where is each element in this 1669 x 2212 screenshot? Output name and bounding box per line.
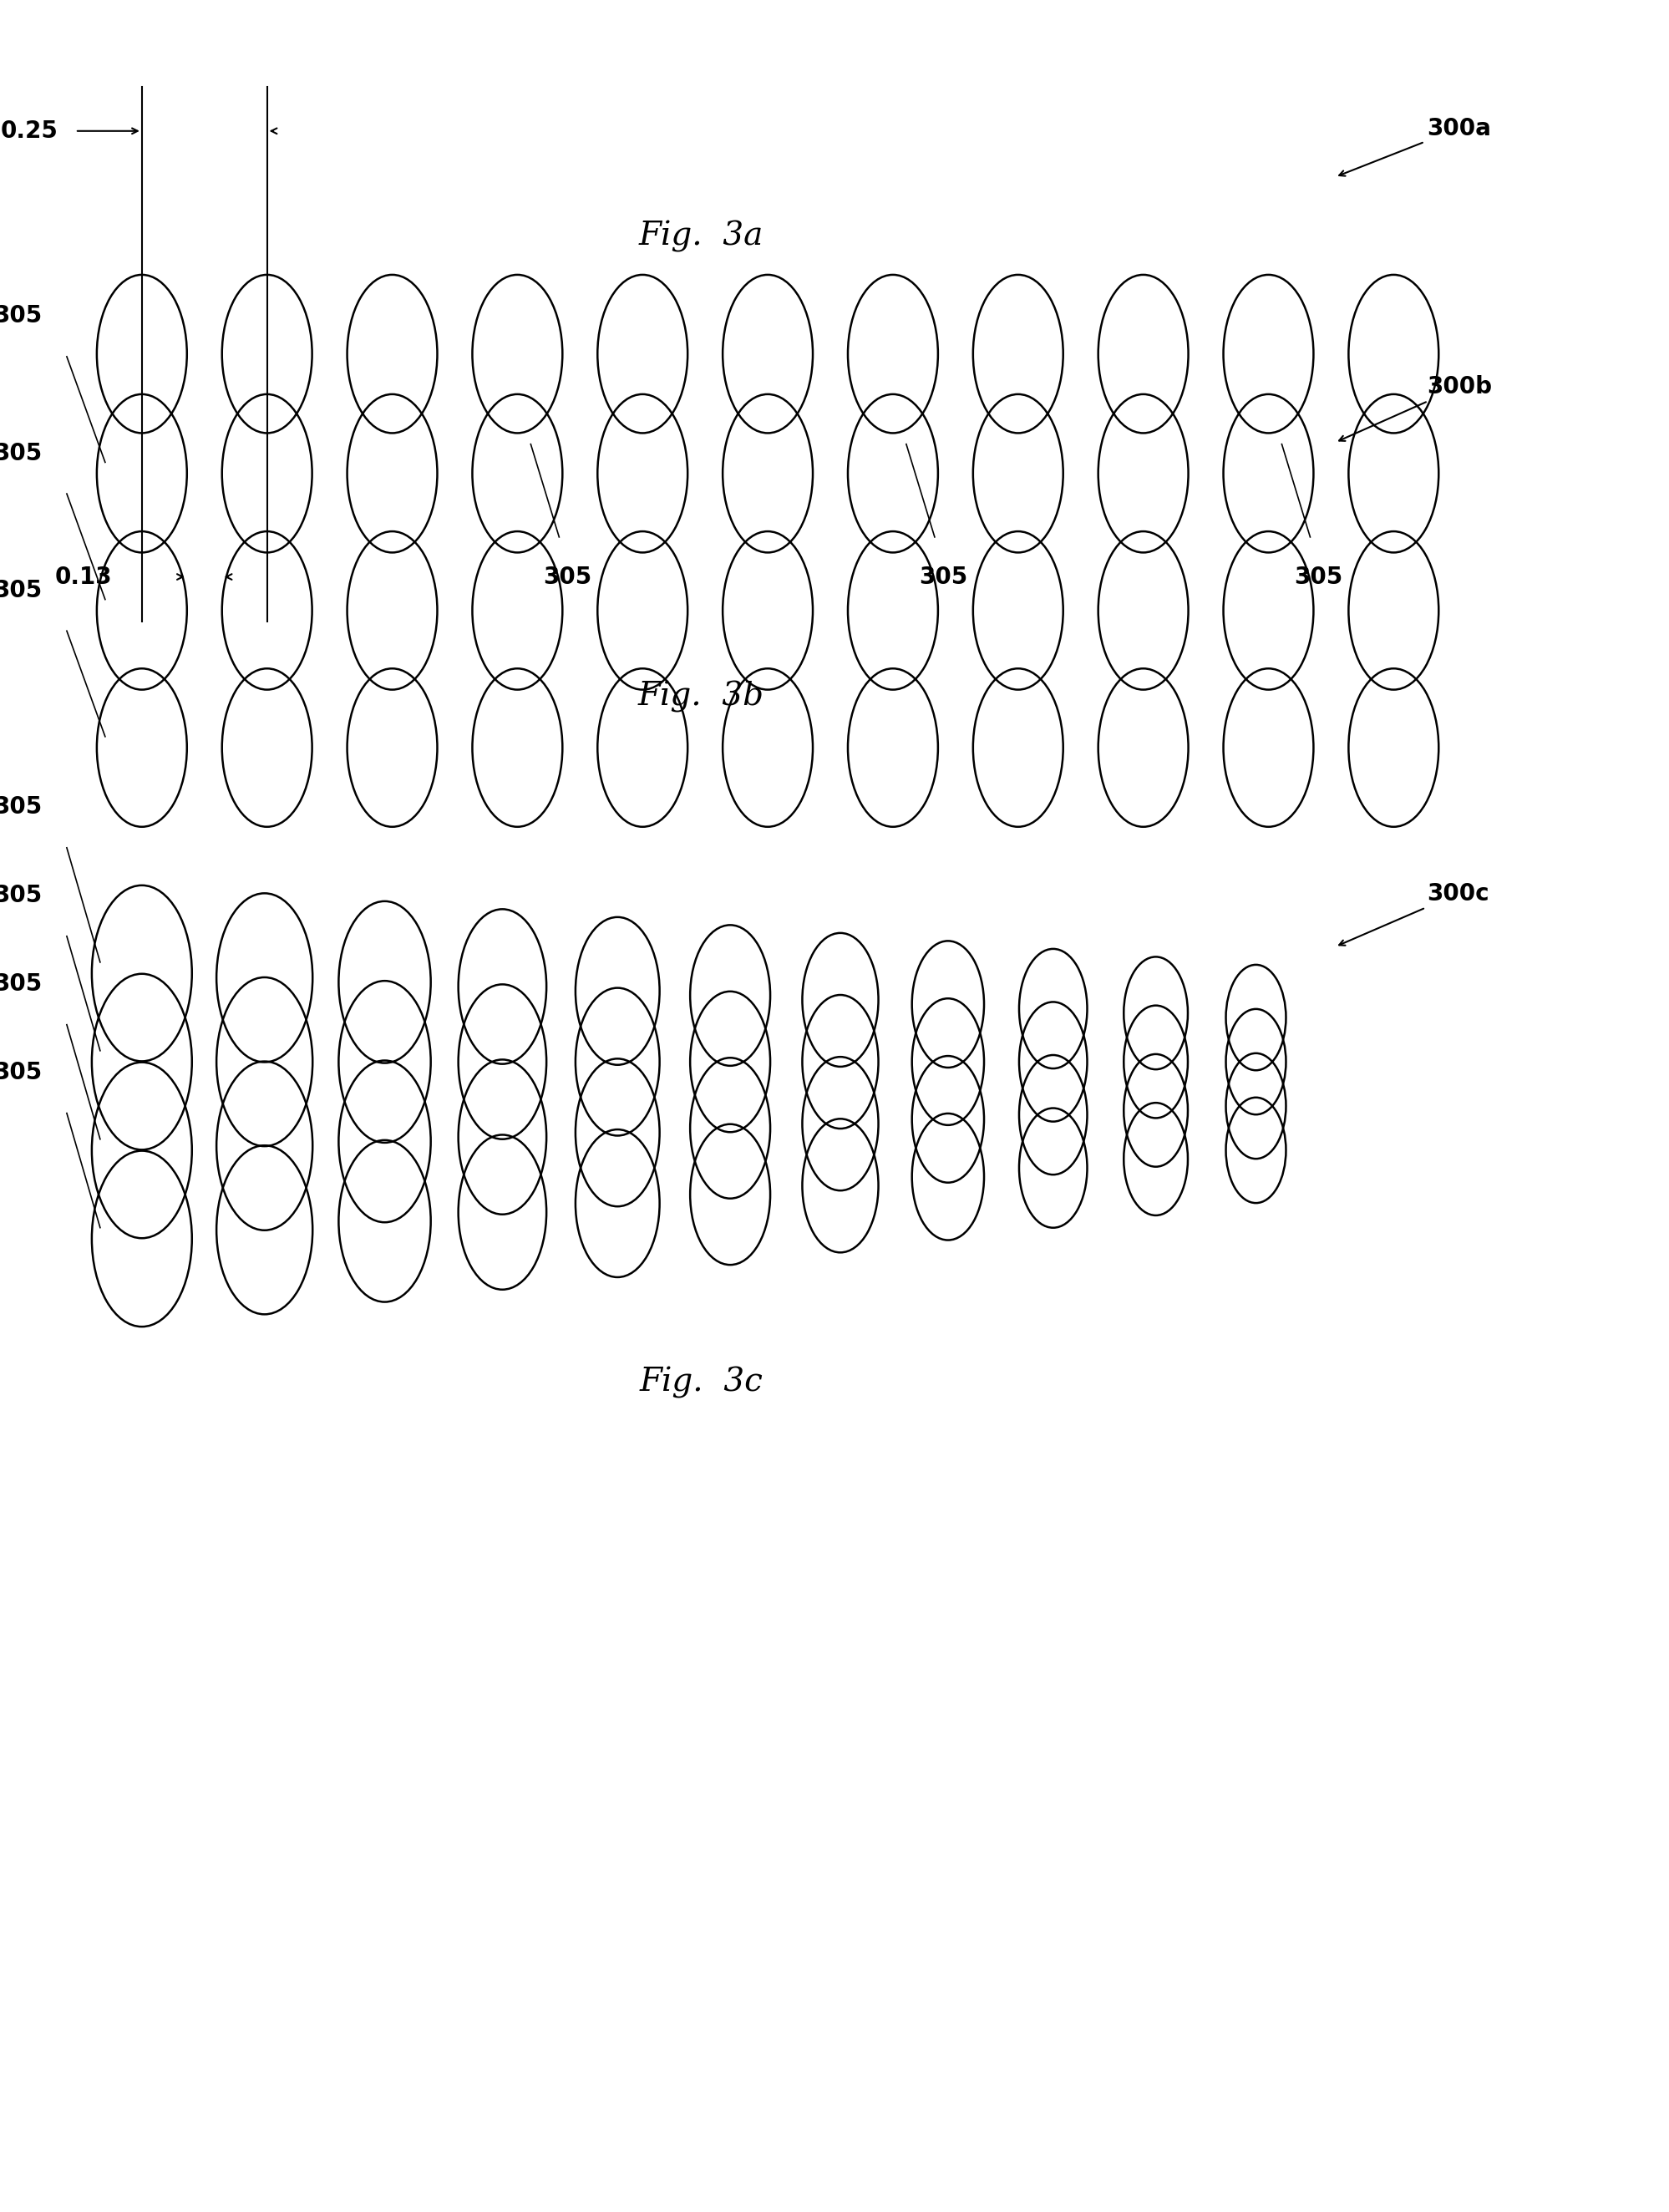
- Text: 300b: 300b: [1339, 376, 1492, 440]
- Text: 305: 305: [0, 796, 42, 818]
- Text: 300a: 300a: [1339, 117, 1490, 177]
- Text: 0.13: 0.13: [55, 564, 112, 588]
- Text: 305: 305: [0, 1062, 42, 1084]
- Text: 305: 305: [0, 442, 42, 465]
- Text: 300c: 300c: [1339, 883, 1489, 945]
- Text: Fig.  3a: Fig. 3a: [639, 221, 763, 252]
- Text: 305: 305: [0, 885, 42, 907]
- Text: 305: 305: [0, 580, 42, 602]
- Text: 0.25: 0.25: [2, 119, 58, 144]
- Text: Fig.  3b: Fig. 3b: [638, 681, 764, 712]
- Text: 305: 305: [542, 566, 592, 588]
- Text: 305: 305: [918, 566, 968, 588]
- Text: 305: 305: [1293, 566, 1344, 588]
- Text: 305: 305: [0, 305, 42, 327]
- Text: 305: 305: [0, 973, 42, 995]
- Text: Fig.  3c: Fig. 3c: [639, 1367, 763, 1398]
